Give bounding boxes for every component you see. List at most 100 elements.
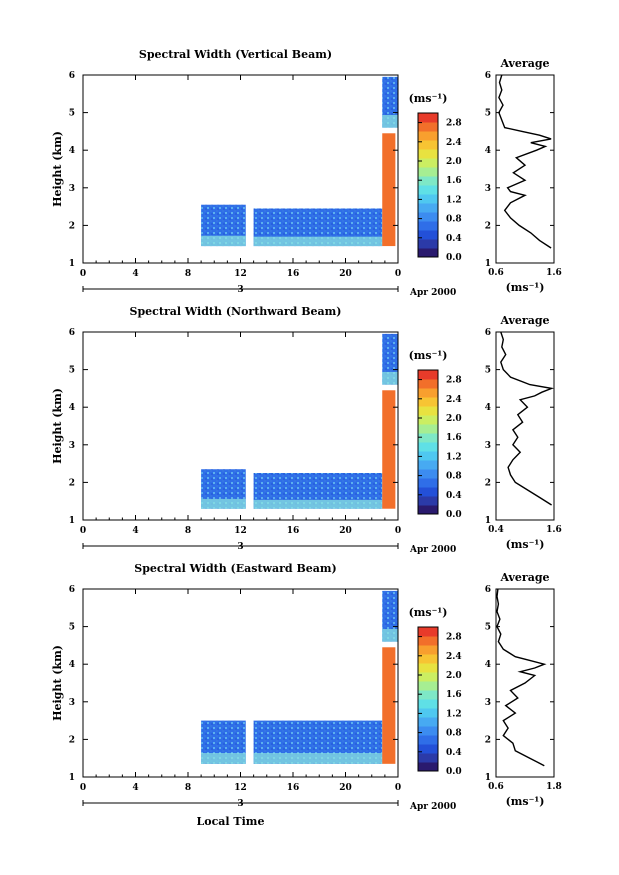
avg-y-tick-label: 5 — [485, 623, 491, 633]
colorbar-segment — [418, 753, 438, 763]
colorbar-tick-label: 2.8 — [446, 376, 462, 386]
y-axis-label: Height (km) — [51, 388, 64, 464]
colorbar-tick-label: 2.8 — [446, 119, 462, 129]
colorbar-segment — [418, 717, 438, 727]
colorbar-tick-label: 1.2 — [446, 452, 462, 462]
colorbar-segment — [418, 442, 438, 452]
y-tick-label: 6 — [69, 71, 75, 81]
y-tick-label: 2 — [69, 735, 75, 745]
colorbar-segment — [418, 230, 438, 240]
colorbar-segment — [418, 505, 438, 515]
colorbar-frame — [417, 626, 439, 772]
colorbar-segment — [418, 699, 438, 709]
x-axis-label: Local Time — [197, 815, 265, 828]
colorbar-tick-label: 1.6 — [446, 690, 462, 700]
x-tick-label: 12 — [234, 526, 247, 536]
colorbar-tick-label: 2.4 — [446, 138, 462, 148]
colorbar-segment — [418, 744, 438, 754]
day-label: 3 — [237, 799, 243, 809]
avg-y-tick-label: 3 — [485, 698, 491, 708]
colorbar-segment — [418, 708, 438, 718]
colorbar-segment — [418, 194, 438, 204]
colorbar-frame — [417, 112, 439, 258]
average-frame — [495, 588, 555, 778]
colorbar-tick-label: 0.4 — [446, 491, 462, 501]
colorbar-unit: (ms⁻¹) — [409, 349, 448, 362]
data-lower-band — [201, 498, 246, 509]
colorbar-segment — [418, 239, 438, 249]
x-tick-label: 20 — [339, 783, 352, 793]
colorbar-tick-label: 0.0 — [446, 767, 462, 777]
colorbar-tick-label: 2.0 — [446, 414, 462, 424]
avg-x-tick-label: 1.8 — [546, 782, 562, 792]
avg-x-tick-label: 0.4 — [488, 525, 504, 535]
colorbar-tick-label: 2.0 — [446, 671, 462, 681]
panel-0 — [82, 74, 555, 292]
x-tick-label: 4 — [132, 783, 138, 793]
average-title: Average — [499, 314, 549, 327]
x-tick-label: 8 — [185, 526, 191, 536]
panel-title: Spectral Width (Eastward Beam) — [134, 562, 336, 575]
colorbar-tick-label: 1.6 — [446, 176, 462, 186]
colorbar-segment — [418, 158, 438, 168]
colorbar-segment — [418, 397, 438, 407]
colorbar-tick-label: 0.8 — [446, 729, 462, 739]
colorbar-tick-label: 2.0 — [446, 157, 462, 167]
colorbar-tick-label: 1.2 — [446, 195, 462, 205]
colorbar-segment — [418, 203, 438, 213]
average-profile-line — [498, 74, 552, 249]
colorbar-segment — [418, 113, 438, 123]
colorbar-segment — [418, 487, 438, 497]
avg-y-tick-label: 3 — [485, 184, 491, 194]
y-tick-label: 2 — [69, 221, 75, 231]
colorbar-segment — [418, 469, 438, 479]
avg-y-tick-label: 6 — [485, 328, 491, 338]
panel-title: Spectral Width (Vertical Beam) — [139, 48, 332, 61]
panel-2 — [82, 588, 555, 806]
data-lower-band — [201, 235, 246, 247]
colorbar-segment — [418, 122, 438, 132]
x-tick-label: 16 — [287, 783, 300, 793]
colorbar-tick-label: 0.8 — [446, 472, 462, 482]
colorbar-tick-label: 0.4 — [446, 748, 462, 758]
colorbar-tick-label: 0.0 — [446, 510, 462, 520]
x-tick-label: 0 — [80, 269, 86, 279]
x-tick-label: 0 — [395, 269, 401, 279]
x-tick-label: 12 — [234, 269, 247, 279]
date-label: Apr 2000 — [409, 802, 456, 812]
data-lower-band — [253, 236, 383, 247]
x-tick-label: 4 — [132, 269, 138, 279]
avg-y-tick-label: 5 — [485, 109, 491, 119]
colorbar-segment — [418, 654, 438, 664]
avg-x-axis-label: (ms⁻¹) — [506, 538, 545, 551]
y-tick-label: 3 — [69, 698, 75, 708]
colorbar-segment — [418, 735, 438, 745]
x-tick-label: 0 — [395, 526, 401, 536]
avg-x-axis-label: (ms⁻¹) — [506, 795, 545, 808]
average-profile-line — [500, 331, 555, 506]
avg-y-tick-label: 1 — [485, 259, 491, 269]
avg-x-tick-label: 1.6 — [546, 268, 562, 278]
y-tick-label: 5 — [69, 366, 75, 376]
y-tick-label: 1 — [69, 259, 75, 269]
colorbar-tick-label: 2.4 — [446, 652, 462, 662]
y-tick-label: 5 — [69, 109, 75, 119]
data-lower-band — [253, 499, 383, 509]
average-frame — [495, 331, 555, 521]
avg-y-tick-label: 4 — [485, 660, 491, 670]
y-axis-label: Height (km) — [51, 131, 64, 207]
avg-y-tick-label: 2 — [485, 221, 491, 231]
x-tick-label: 8 — [185, 269, 191, 279]
avg-x-tick-label: 0.6 — [488, 782, 504, 792]
colorbar-segment — [418, 636, 438, 646]
colorbar-segment — [418, 681, 438, 691]
y-tick-label: 6 — [69, 328, 75, 338]
average-title: Average — [499, 571, 549, 584]
avg-y-tick-label: 2 — [485, 735, 491, 745]
colorbar-segment — [418, 370, 438, 380]
y-tick-label: 2 — [69, 478, 75, 488]
x-tick-label: 16 — [287, 526, 300, 536]
data-lower-band — [201, 753, 246, 764]
y-tick-label: 6 — [69, 585, 75, 595]
colorbar-segment — [418, 478, 438, 488]
